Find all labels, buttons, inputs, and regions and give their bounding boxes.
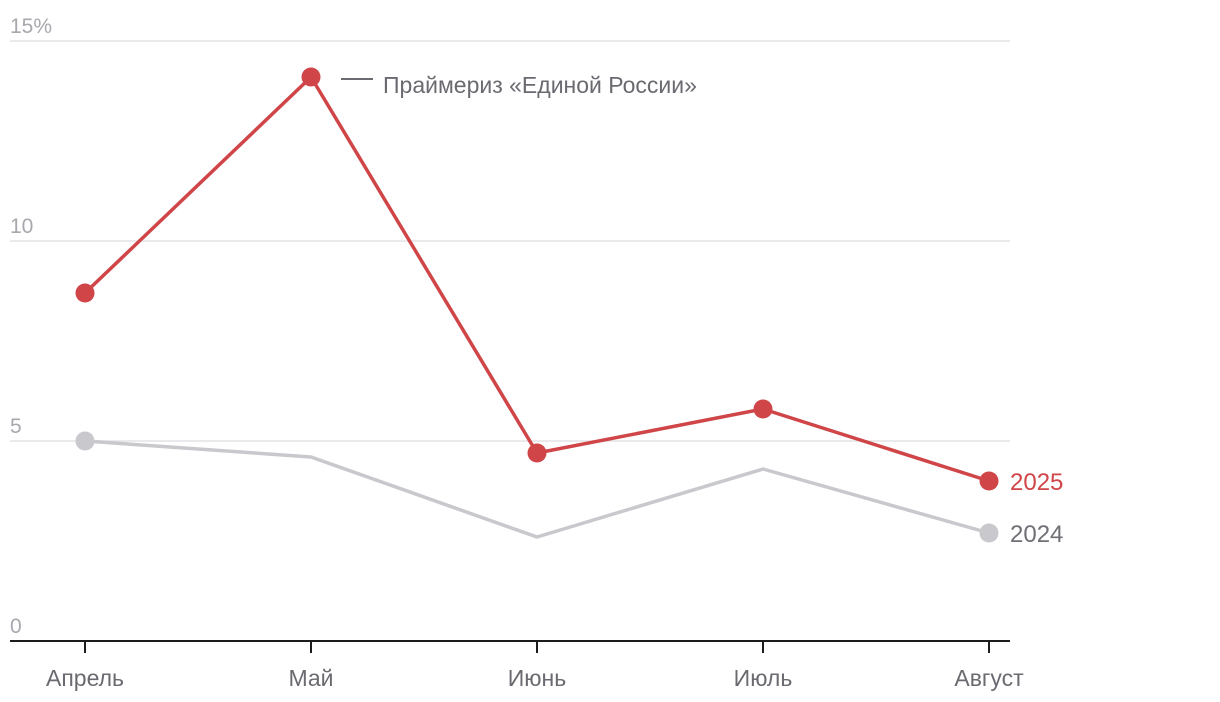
- x-tick-label-1: Май: [288, 665, 333, 691]
- series-line-2025: [83, 75, 991, 483]
- x-tick-label-2: Июнь: [508, 665, 566, 691]
- data-point-2024-4: [979, 523, 999, 543]
- series-label-2025: 2025: [1010, 469, 1063, 496]
- series-markers: [75, 67, 999, 543]
- annotation-text: Праймериз «Единой России»: [383, 72, 697, 98]
- x-axis: Апрель Май Июнь Июль Август: [10, 640, 1024, 691]
- series-label-2024: 2024: [1010, 521, 1063, 548]
- x-tick-label-3: Июль: [734, 665, 793, 691]
- x-tick-label-0: Апрель: [46, 665, 124, 691]
- series-end-labels: 2024 2025: [1010, 469, 1063, 548]
- data-point-2025-4: [979, 471, 999, 491]
- series-line-2024: [83, 439, 991, 539]
- y-tick-label-10: 10: [10, 215, 33, 238]
- y-tick-label-5: 5: [10, 415, 22, 438]
- y-axis-ticks: 0 5 10 15%: [10, 15, 52, 638]
- y-tick-label-15: 15%: [10, 15, 52, 38]
- x-tick-label-4: Август: [954, 665, 1024, 691]
- y-tick-label-0: 0: [10, 615, 22, 638]
- data-point-2025-3: [753, 399, 773, 419]
- data-point-2024-0: [75, 431, 95, 451]
- data-point-2025-0: [75, 283, 95, 303]
- series-lines: [83, 75, 991, 539]
- data-point-2025-2: [527, 443, 547, 463]
- gridlines: [10, 40, 1010, 442]
- data-point-2025-1: [301, 67, 321, 87]
- annotation: Праймериз «Единой России»: [341, 72, 697, 98]
